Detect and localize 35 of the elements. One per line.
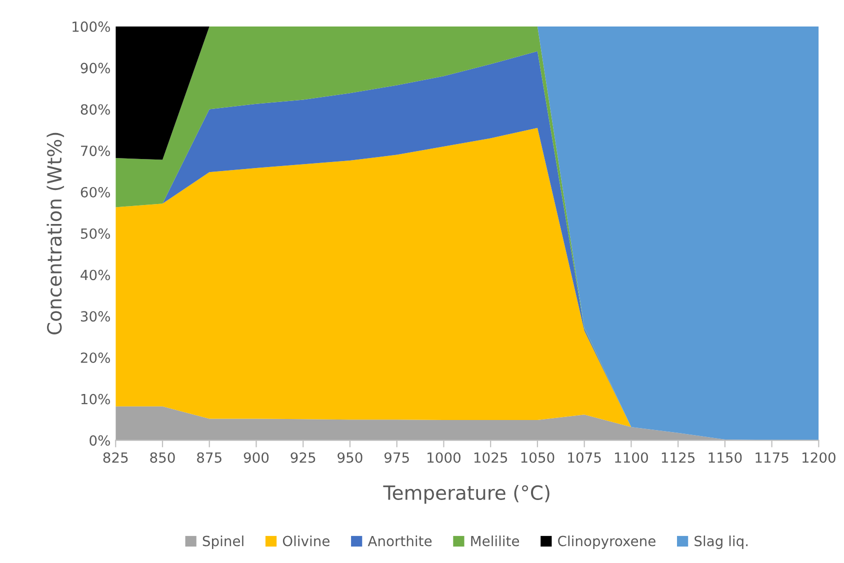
x-tick-label: 925 <box>290 452 316 463</box>
y-tick-label: 20% <box>80 352 110 363</box>
y-tick-label: 80% <box>80 104 110 115</box>
legend-label: Melilite <box>471 536 520 546</box>
y-tick-label: 10% <box>81 394 110 404</box>
x-tick-label: 850 <box>150 452 175 463</box>
y-tick-label: 90% <box>80 62 110 74</box>
x-axis-title: Temperature (°C) <box>383 484 550 504</box>
y-tick-label: 40% <box>80 270 110 280</box>
x-tick-label: 1100 <box>615 452 648 463</box>
y-tick-label: 50% <box>80 228 110 239</box>
y-tick-label: 60% <box>80 186 110 198</box>
y-tick-label: 100% <box>72 21 110 32</box>
legend-label: Anorthite <box>368 536 432 546</box>
x-tick-label: 1175 <box>756 452 788 463</box>
x-tick-label: 1075 <box>568 452 601 463</box>
x-tick-label: 900 <box>244 452 269 463</box>
x-tick-label: 1050 <box>521 452 554 463</box>
x-tick-label: 1150 <box>708 452 742 463</box>
y-axis-title: Concentration (Wt%) <box>46 132 64 334</box>
legend-label: Spinel <box>202 536 244 549</box>
x-tick-label: 950 <box>338 452 362 463</box>
legend-label: Clinopyroxene <box>558 536 656 549</box>
x-tick-label: 1125 <box>662 452 695 463</box>
x-tick-label: 875 <box>197 452 222 463</box>
y-tick-label: 30% <box>80 311 110 322</box>
y-tick-label: 70% <box>81 146 110 156</box>
x-tick-label: 825 <box>103 452 128 463</box>
x-tick-label: 1025 <box>474 452 508 463</box>
x-tick-label: 975 <box>384 452 409 463</box>
x-tick-label: 1000 <box>428 452 460 463</box>
x-tick-label: 1200 <box>802 452 836 463</box>
legend-label: Slag liq. <box>694 536 748 549</box>
legend-label: Olivine <box>282 536 330 546</box>
y-tick-label: 0% <box>90 435 110 446</box>
